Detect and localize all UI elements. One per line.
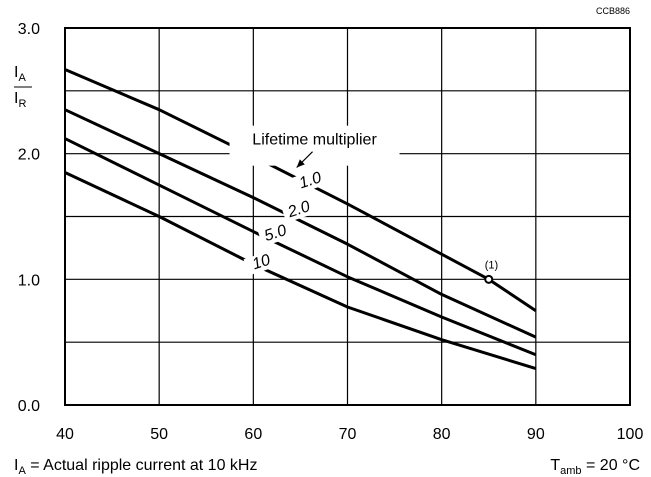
curves bbox=[64, 68, 537, 370]
x-label-sub: amb bbox=[560, 465, 581, 477]
series-label-bg bbox=[281, 196, 317, 223]
x-tick-label: 90 bbox=[527, 426, 545, 443]
footnote-rest: = Actual ripple current at 10 kHz bbox=[26, 457, 258, 474]
x-tick-label: 100 bbox=[617, 426, 644, 443]
footnote-main: I bbox=[14, 457, 18, 474]
series-line-10 bbox=[64, 171, 537, 370]
series-label-group-5.0: 5.0 bbox=[257, 220, 294, 247]
series-label-1.0: 1.0 bbox=[297, 169, 324, 192]
x-tick-label: 40 bbox=[56, 426, 74, 443]
series-label-2.0: 2.0 bbox=[285, 198, 312, 221]
series-line-2.0 bbox=[64, 108, 537, 339]
y-label-den-sub: R bbox=[18, 98, 26, 110]
series-label-10: 10 bbox=[250, 252, 272, 274]
figure-code: CCB886 bbox=[596, 6, 630, 16]
plot-frame bbox=[64, 27, 631, 406]
svg-text:IR: IR bbox=[14, 90, 26, 110]
marker-label: (1) bbox=[485, 259, 498, 271]
x-tick-label: 80 bbox=[433, 426, 451, 443]
series-label-5.0: 5.0 bbox=[262, 222, 289, 245]
x-tick-label: 70 bbox=[339, 426, 357, 443]
y-tick-label: 2.0 bbox=[18, 147, 40, 164]
annotation-background bbox=[229, 125, 400, 166]
footnote: IA = Actual ripple current at 10 kHz bbox=[14, 457, 257, 477]
annotation-lifetime-multiplier: Lifetime multiplier bbox=[252, 132, 377, 149]
series-label-group-2.0: 2.0 bbox=[281, 196, 317, 223]
series-label-group-10: 10 bbox=[243, 249, 280, 276]
marker-point bbox=[484, 274, 494, 284]
x-label-rest: = 20 °C bbox=[582, 457, 640, 474]
series-label-bg bbox=[292, 167, 329, 194]
series-label-bg bbox=[257, 220, 294, 247]
y-tick-label: 1.0 bbox=[18, 272, 40, 289]
y-tick-label: 0.0 bbox=[18, 398, 40, 415]
grid bbox=[65, 28, 630, 405]
y-label-den-main: I bbox=[14, 90, 18, 107]
series-label-group-1.0: 1.0 bbox=[292, 167, 329, 194]
x-tick-label: 50 bbox=[150, 426, 168, 443]
curve-labels: 1.0 2.05.0 10 bbox=[243, 167, 329, 276]
y-label-num-sub: A bbox=[18, 72, 26, 84]
x-tick-label: 60 bbox=[244, 426, 262, 443]
series-label-bg bbox=[243, 249, 280, 276]
x-label-main: T bbox=[550, 457, 560, 474]
x-axis-label: Tamb = 20 °C bbox=[550, 457, 640, 477]
series-line-5.0 bbox=[64, 137, 537, 357]
y-tick-label: 3.0 bbox=[18, 21, 40, 38]
svg-text:IA: IA bbox=[14, 64, 26, 84]
footnote-sub: A bbox=[18, 465, 26, 477]
y-label-num-main: I bbox=[14, 64, 18, 81]
annotation-arrowhead bbox=[296, 159, 305, 168]
y-axis-label: IA IR bbox=[14, 64, 32, 110]
tick-labels: 40 50 60 70 80 90 100 0.0 1.0 2.0 3.0 bbox=[18, 21, 644, 443]
